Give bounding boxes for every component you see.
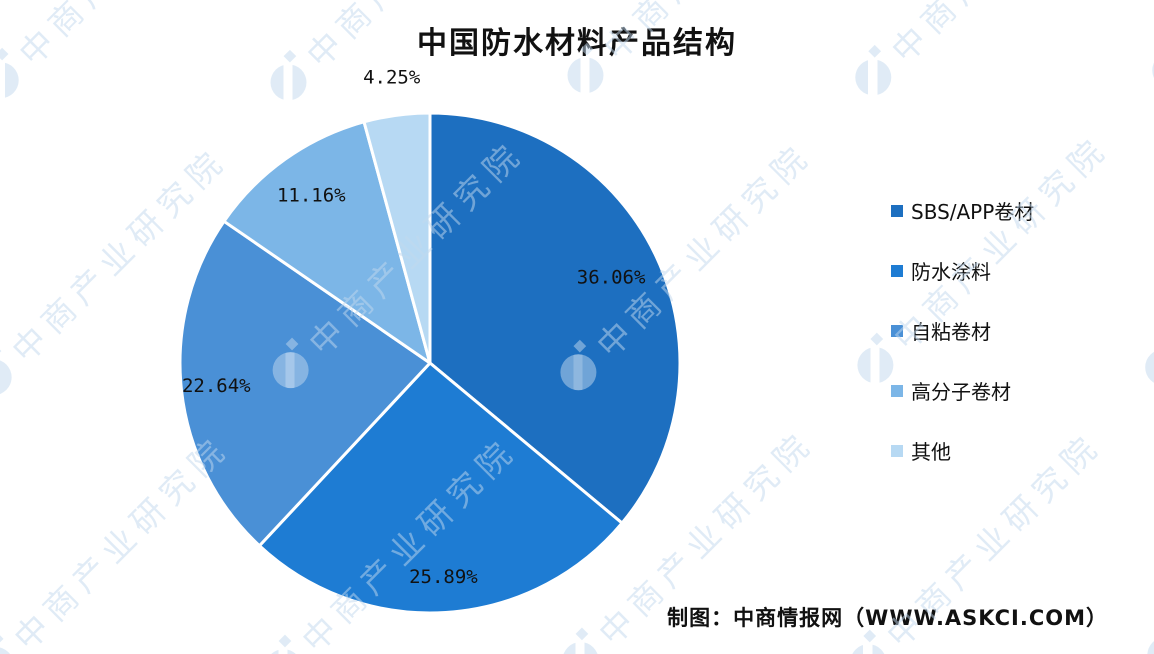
pie-slice-label: 4.25% <box>363 67 421 89</box>
legend-label: 其他 <box>911 440 951 464</box>
legend-label: 高分子卷材 <box>911 380 1011 404</box>
legend-marker-icon <box>891 384 903 397</box>
legend-item-4[interactable]: 高分子卷材 <box>891 376 1034 405</box>
pie-slice-label: 36.06% <box>577 267 646 289</box>
pie-slice-2[interactable] <box>257 361 624 615</box>
legend-marker-icon <box>891 204 903 217</box>
chart-title: 中国防水材料产品结构 <box>417 26 737 61</box>
legend: SBS/APP卷材 防水涂料自粘卷材高分子卷材其他 <box>891 196 1034 465</box>
legend-label: SBS/APP卷材 <box>911 200 1035 224</box>
pie-slice-label: 25.89% <box>409 566 478 588</box>
legend-item-2[interactable]: 防水涂料 <box>891 256 1034 285</box>
pie-slice-1[interactable] <box>428 111 682 525</box>
legend-marker-icon <box>891 444 903 457</box>
legend-label: 防水涂料 <box>911 260 991 284</box>
legend-label: 自粘卷材 <box>911 320 991 344</box>
source-credit: 制图：中商情报网（WWW.ASKCI.COM） <box>667 606 1108 630</box>
pie-slice-label: 11.16% <box>277 184 346 206</box>
legend-item-1[interactable]: SBS/APP卷材 <box>891 196 1034 225</box>
legend-marker-icon <box>891 264 903 277</box>
legend-item-3[interactable]: 自粘卷材 <box>891 316 1034 345</box>
pie-slice-5[interactable] <box>362 111 432 365</box>
pie-slice-label: 22.64% <box>182 375 251 397</box>
legend-item-5[interactable]: 其他 <box>891 436 1034 465</box>
pie-slice-4[interactable] <box>222 120 432 365</box>
legend-marker-icon <box>891 324 903 337</box>
